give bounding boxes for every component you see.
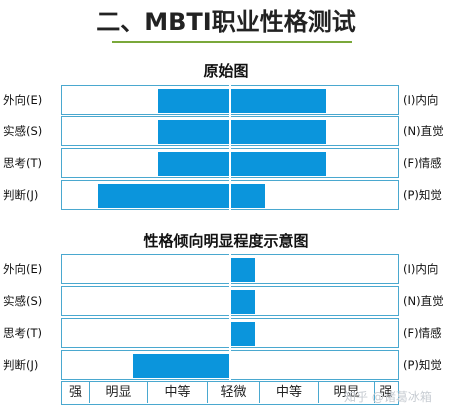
chart-row: 判断(J) (P)知觉 — [0, 180, 452, 210]
bar-right — [230, 184, 266, 208]
scale-label: 明显 — [90, 382, 148, 403]
bar-left — [158, 120, 229, 144]
right-trait-label: (N)直觉 — [403, 116, 444, 146]
bar — [230, 258, 255, 282]
scale-label: 轻微 — [208, 382, 260, 403]
title-underline — [112, 41, 352, 43]
left-trait-label: 外向(E) — [3, 254, 42, 284]
right-trait-label: (F)情感 — [403, 148, 442, 178]
right-trait-label: (N)直觉 — [403, 286, 444, 316]
chart-title: 性格倾向明显程度示意图 — [0, 230, 452, 251]
bar-track — [61, 85, 399, 115]
bar-track — [61, 148, 399, 178]
scale-label: 强 — [62, 382, 90, 403]
left-trait-label: 思考(T) — [3, 318, 42, 348]
chart-row: 判断(J) (P)知觉 — [0, 350, 452, 380]
chart-row: 思考(T) (F)情感 — [0, 148, 452, 178]
bar — [230, 290, 255, 314]
bar — [133, 354, 229, 378]
left-trait-label: 思考(T) — [3, 148, 42, 178]
right-trait-label: (F)情感 — [403, 318, 442, 348]
left-trait-label: 实感(S) — [3, 116, 42, 146]
left-trait-label: 判断(J) — [3, 350, 38, 380]
bar-track — [61, 116, 399, 146]
bar-right — [230, 89, 326, 113]
left-trait-label: 外向(E) — [3, 85, 42, 115]
right-trait-label: (I)内向 — [403, 254, 438, 284]
chart-row: 实感(S) (N)直觉 — [0, 286, 452, 316]
left-trait-label: 实感(S) — [3, 286, 42, 316]
center-divider — [229, 177, 231, 215]
chart-row: 外向(E) (I)内向 — [0, 85, 452, 115]
scale-label: 中等 — [148, 382, 208, 403]
scale-label: 中等 — [260, 382, 319, 403]
bar-track — [61, 286, 399, 316]
chart-row: 外向(E) (I)内向 — [0, 254, 452, 284]
right-trait-label: (P)知觉 — [403, 180, 442, 210]
bar-left — [98, 184, 230, 208]
right-trait-label: (I)内向 — [403, 85, 438, 115]
bar-left — [158, 152, 229, 176]
chart-title: 原始图 — [0, 60, 452, 81]
left-trait-label: 判断(J) — [3, 180, 38, 210]
center-divider — [229, 347, 231, 385]
bar — [230, 322, 255, 346]
bar-left — [158, 89, 229, 113]
bar-track — [61, 180, 399, 210]
bar-right — [230, 120, 326, 144]
right-trait-label: (P)知觉 — [403, 350, 442, 380]
bar-right — [230, 152, 326, 176]
chart-row: 思考(T) (F)情感 — [0, 318, 452, 348]
page-title: 二、MBTI职业性格测试 — [0, 4, 452, 40]
bar-track — [61, 318, 399, 348]
chart-row: 实感(S) (N)直觉 — [0, 116, 452, 146]
bar-track — [61, 254, 399, 284]
watermark: 知乎 @诸葛冰箱 — [344, 388, 432, 405]
bar-track — [61, 350, 399, 380]
